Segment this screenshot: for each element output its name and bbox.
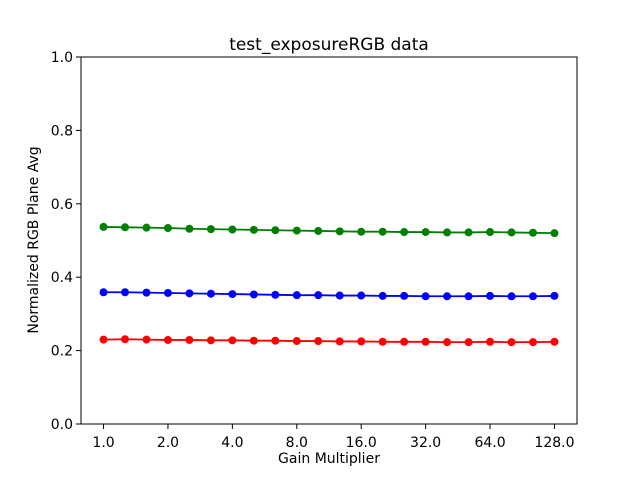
x-tick-label: 16.0: [346, 435, 377, 451]
data-point-marker: [335, 291, 344, 300]
series-green-plane: [99, 222, 559, 238]
data-point-marker: [443, 228, 452, 237]
series-line-blue-plane: [103, 291, 555, 298]
data-point-marker: [121, 335, 130, 344]
series-blue-plane: [99, 288, 559, 301]
x-tick-label: 2.0: [157, 435, 179, 451]
data-point-marker: [550, 291, 559, 300]
data-point-marker: [314, 337, 323, 346]
data-point-marker: [528, 292, 537, 301]
data-point-marker: [228, 290, 237, 299]
x-tick-label: 32.0: [410, 435, 441, 451]
y-tick-label: 0.4: [51, 270, 73, 286]
series-red-plane: [99, 335, 559, 347]
data-point-marker: [528, 228, 537, 237]
data-point-marker: [464, 338, 473, 347]
data-point-marker: [421, 292, 430, 301]
data-point-marker: [271, 290, 280, 299]
data-point-marker: [121, 223, 130, 232]
y-tick-label: 0.8: [51, 123, 73, 139]
x-tick-label: 8.0: [286, 435, 308, 451]
data-point-marker: [421, 228, 430, 237]
data-point-marker: [507, 292, 516, 301]
data-point-marker: [357, 337, 366, 346]
x-tick-label: 4.0: [221, 435, 243, 451]
data-point-marker: [443, 338, 452, 347]
data-point-marker: [486, 291, 495, 300]
data-point-marker: [314, 291, 323, 300]
data-point-marker: [271, 226, 280, 235]
data-point-marker: [249, 290, 258, 299]
data-point-marker: [142, 335, 151, 344]
data-point-marker: [378, 227, 387, 236]
data-point-marker: [400, 337, 409, 346]
data-point-marker: [163, 288, 172, 297]
y-tick-label: 0.2: [51, 344, 73, 360]
data-point-marker: [528, 338, 537, 347]
y-tick-label: 0.6: [51, 197, 73, 213]
y-axis-label: Normalized RGB Plane Avg: [26, 146, 42, 333]
data-point-marker: [507, 228, 516, 237]
data-point-marker: [464, 228, 473, 237]
data-point-marker: [400, 291, 409, 300]
x-axis-label: Gain Multiplier: [278, 451, 380, 467]
data-point-marker: [357, 227, 366, 236]
data-point-marker: [271, 336, 280, 345]
data-point-marker: [486, 228, 495, 237]
data-point-marker: [121, 288, 130, 297]
data-point-marker: [249, 336, 258, 345]
data-point-marker: [378, 337, 387, 346]
data-point-marker: [292, 291, 301, 300]
plot-border: [80, 56, 578, 425]
data-point-marker: [99, 335, 108, 344]
data-point-marker: [292, 226, 301, 235]
data-point-marker: [206, 225, 215, 234]
data-point-marker: [206, 336, 215, 345]
data-point-marker: [228, 225, 237, 234]
data-point-marker: [185, 224, 194, 233]
data-point-marker: [163, 335, 172, 344]
data-point-marker: [550, 337, 559, 346]
axes-layer: 1.0 2.0 4.0 8.0 16.0 32.0 64.0 128.0 0.0 0.2 0.4 0.…: [51, 50, 578, 451]
x-tick-label: 64.0: [474, 435, 505, 451]
data-point-marker: [378, 291, 387, 300]
data-point-marker: [335, 337, 344, 346]
data-point-marker: [185, 289, 194, 298]
x-tick-label: 1.0: [92, 435, 114, 451]
data-point-marker: [99, 288, 108, 297]
data-point-marker: [421, 337, 430, 346]
y-tick-label: 0.0: [51, 417, 73, 433]
data-point-marker: [142, 223, 151, 232]
data-point-marker: [249, 225, 258, 234]
data-point-marker: [163, 224, 172, 233]
series-line-green-plane: [103, 226, 555, 235]
data-point-marker: [550, 229, 559, 238]
series-line-red-plane: [103, 338, 555, 344]
x-tick-label: 128.0: [534, 435, 574, 451]
data-point-marker: [464, 292, 473, 301]
data-point-marker: [185, 335, 194, 344]
data-point-marker: [507, 338, 516, 347]
series-layer: [99, 222, 559, 347]
data-point-marker: [228, 336, 237, 345]
data-point-marker: [400, 228, 409, 237]
chart-title: test_exposureRGB data: [229, 35, 429, 55]
data-point-marker: [443, 292, 452, 301]
y-tick-label: 1.0: [51, 50, 73, 66]
data-point-marker: [99, 222, 108, 231]
data-point-marker: [142, 288, 151, 297]
data-point-marker: [486, 337, 495, 346]
data-point-marker: [357, 291, 366, 300]
data-point-marker: [314, 226, 323, 235]
data-point-marker: [335, 227, 344, 236]
data-point-marker: [292, 337, 301, 346]
data-point-marker: [206, 289, 215, 298]
